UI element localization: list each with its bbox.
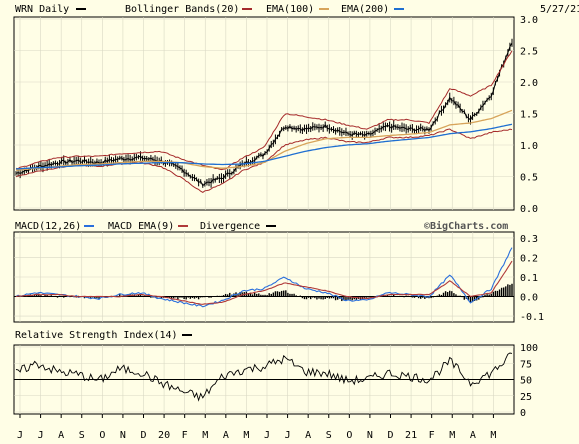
x-tick-label: J (38, 430, 44, 441)
series-rsi (15, 352, 513, 402)
x-tick-label: A (470, 430, 476, 441)
rsi-y-axis: 100 75 50 25 0 (520, 343, 538, 419)
x-tick-label: F (182, 430, 188, 441)
price-y-axis: 0.0 0.5 1.0 1.5 2.0 2.5 3.0 (520, 15, 538, 215)
y-tick-label: 2.0 (520, 78, 538, 89)
x-tick-label: J (285, 430, 291, 441)
price-line (15, 42, 513, 187)
y-tick-label: 0.5 (520, 173, 538, 184)
price-series (15, 38, 513, 193)
x-tick-label: J (264, 430, 270, 441)
y-tick-label: 1.0 (520, 141, 538, 152)
macd-panel: 0.3 0.2 0.1 0.0 -0.1 MACD(12,26) MACD EMA(9)… (13, 220, 544, 323)
macd-legend-macd-swatch (84, 225, 94, 227)
price-legend-ticker: WRN Daily (15, 4, 69, 15)
x-tick-label: 21 (405, 430, 417, 441)
price-legend-ema100: EMA(100) (266, 4, 314, 15)
price-panel: 0.0 0.5 1.0 1.5 2.0 2.5 3.0 WRN Daily Bollinge… (13, 4, 579, 215)
x-tick-label: M (243, 430, 249, 441)
series-macd-12-26- (15, 247, 513, 308)
macd-legend-macd: MACD(12,26) (15, 221, 81, 232)
x-tick-label: S (326, 430, 332, 441)
y-tick-label: 100 (520, 343, 538, 354)
series-ema-100- (15, 109, 513, 171)
series-ema-200- (15, 123, 513, 170)
x-tick-label: 20 (158, 430, 170, 441)
x-tick-label: A (305, 430, 311, 441)
x-tick-label: O (346, 430, 352, 441)
x-tick-label: N (120, 430, 126, 441)
price-legend-ema100-swatch (319, 8, 329, 10)
macd-legend-divergence-swatch (266, 225, 276, 227)
price-legend-bb: Bollinger Bands(20) (125, 4, 239, 15)
x-tick-label: A (58, 430, 64, 441)
y-tick-label: 50 (520, 376, 532, 387)
price-legend-ema200: EMA(200) (341, 4, 389, 15)
rsi-legend-swatch (182, 334, 192, 336)
macd-legend-divergence: Divergence (200, 221, 260, 232)
y-tick-label: 2.5 (520, 47, 538, 58)
x-tick-label: F (429, 430, 435, 441)
x-tick-label: J (17, 430, 23, 441)
macd-series (14, 247, 514, 308)
y-tick-label: 0.0 (520, 204, 538, 215)
x-tick-label: M (202, 430, 208, 441)
x-tick-label: S (79, 430, 85, 441)
y-tick-label: 0.3 (520, 234, 538, 245)
price-grid (14, 17, 514, 210)
macd-legend-ema-swatch (178, 225, 188, 227)
x-tick-label: M (490, 430, 496, 441)
rsi-series (14, 352, 514, 402)
x-tick-label: A (223, 430, 229, 441)
y-tick-label: 25 (520, 392, 532, 403)
price-legend-ema200-swatch (394, 8, 404, 10)
series-bollinger-bands-20-upper (15, 50, 513, 171)
y-tick-label: 0 (520, 408, 526, 419)
rsi-legend: Relative Strength Index(14) (15, 330, 178, 341)
x-tick-label: N (367, 430, 373, 441)
price-legend-bb-swatch (242, 8, 252, 10)
x-tick-label: D (140, 430, 146, 441)
y-tick-label: 0.1 (520, 273, 538, 284)
macd-y-axis: 0.3 0.2 0.1 0.0 -0.1 (520, 234, 544, 323)
y-tick-label: 1.5 (520, 110, 538, 121)
x-tick-label: D (387, 430, 393, 441)
series-macd-ema-9- (15, 260, 513, 305)
price-legend-ticker-swatch (76, 8, 86, 10)
bigcharts-watermark: ©BigCharts.com (424, 220, 508, 232)
y-tick-label: 3.0 (520, 15, 538, 26)
chart-date: 5/27/21 (540, 4, 579, 15)
y-tick-label: 0.0 (520, 293, 538, 304)
y-tick-label: -0.1 (520, 312, 544, 323)
x-tick-label: O (99, 430, 105, 441)
x-axis: J J A S O N D 20 F M A M J J A S O N D 21 F M A M (17, 414, 496, 441)
macd-legend-ema: MACD EMA(9) (108, 221, 174, 232)
y-tick-label: 75 (520, 359, 532, 370)
y-tick-label: 0.2 (520, 253, 538, 264)
rsi-panel: 100 75 50 25 0 Relative Strength Index(14) (13, 330, 538, 419)
x-tick-label: M (449, 430, 455, 441)
